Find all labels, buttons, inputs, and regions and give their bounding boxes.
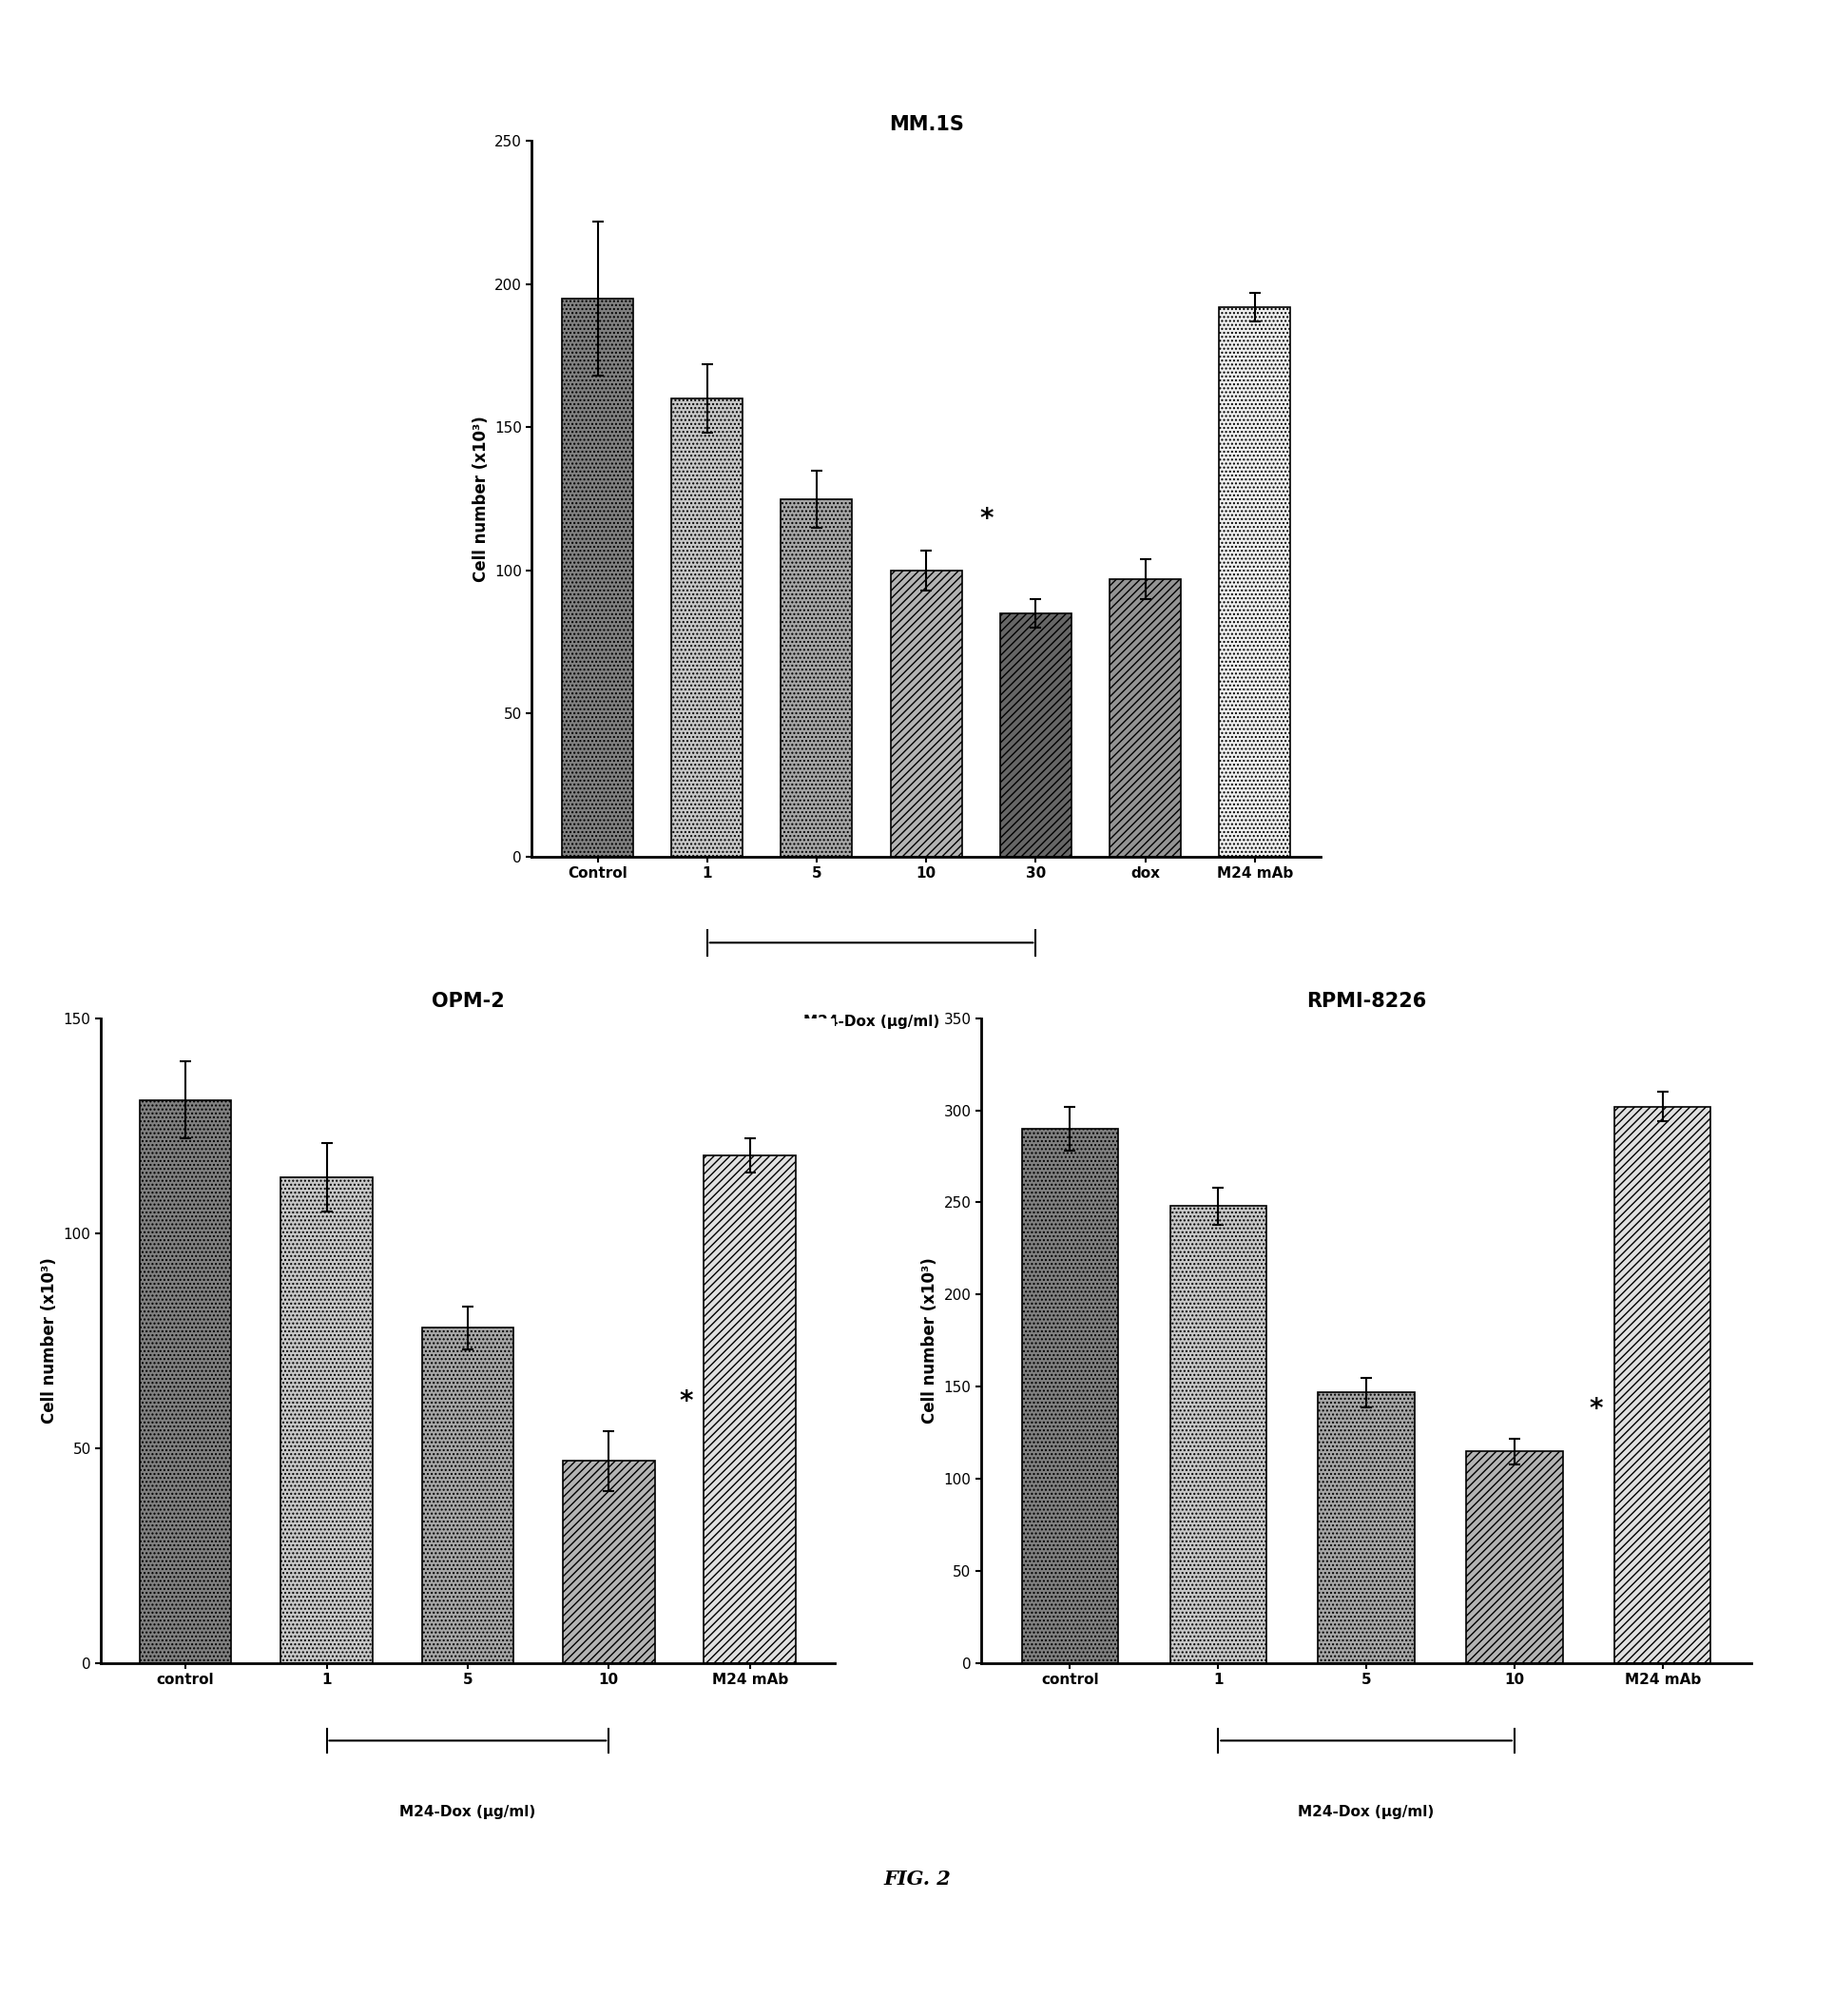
Bar (139, 1101, 231, 1663)
Title: MM.1S: MM.1S (889, 115, 963, 135)
Bar (1022, 1129, 1119, 1663)
Y-axis label: Cell number (x10³): Cell number (x10³) (471, 415, 490, 583)
Bar (561, 298, 633, 857)
Bar (281, 1177, 372, 1663)
Bar (1000, 613, 1071, 857)
Title: OPM-2: OPM-2 (431, 992, 504, 1012)
Bar (1614, 1107, 1711, 1663)
Text: *: * (1588, 1395, 1603, 1421)
Bar (1467, 1452, 1563, 1663)
Text: *: * (979, 506, 994, 532)
Text: FIG. 2: FIG. 2 (884, 1869, 950, 1889)
Bar (1220, 306, 1291, 857)
Bar (1170, 1206, 1265, 1663)
Bar (422, 1329, 514, 1663)
Y-axis label: Cell number (x10³): Cell number (x10³) (921, 1258, 939, 1423)
Text: M24-Dox (μg/ml): M24-Dox (μg/ml) (400, 1804, 536, 1818)
Text: *: * (679, 1389, 693, 1415)
Bar (891, 571, 961, 857)
Y-axis label: Cell number (x10³): Cell number (x10³) (40, 1258, 59, 1423)
Title: RPMI-8226: RPMI-8226 (1306, 992, 1427, 1012)
Bar (563, 1462, 655, 1663)
Bar (1110, 579, 1181, 857)
Bar (781, 500, 853, 857)
Text: M24-Dox (μg/ml): M24-Dox (μg/ml) (803, 1014, 939, 1028)
Bar (1319, 1393, 1414, 1663)
Bar (671, 399, 743, 857)
Bar (704, 1155, 796, 1663)
Text: M24-Dox (μg/ml): M24-Dox (μg/ml) (1298, 1804, 1434, 1818)
